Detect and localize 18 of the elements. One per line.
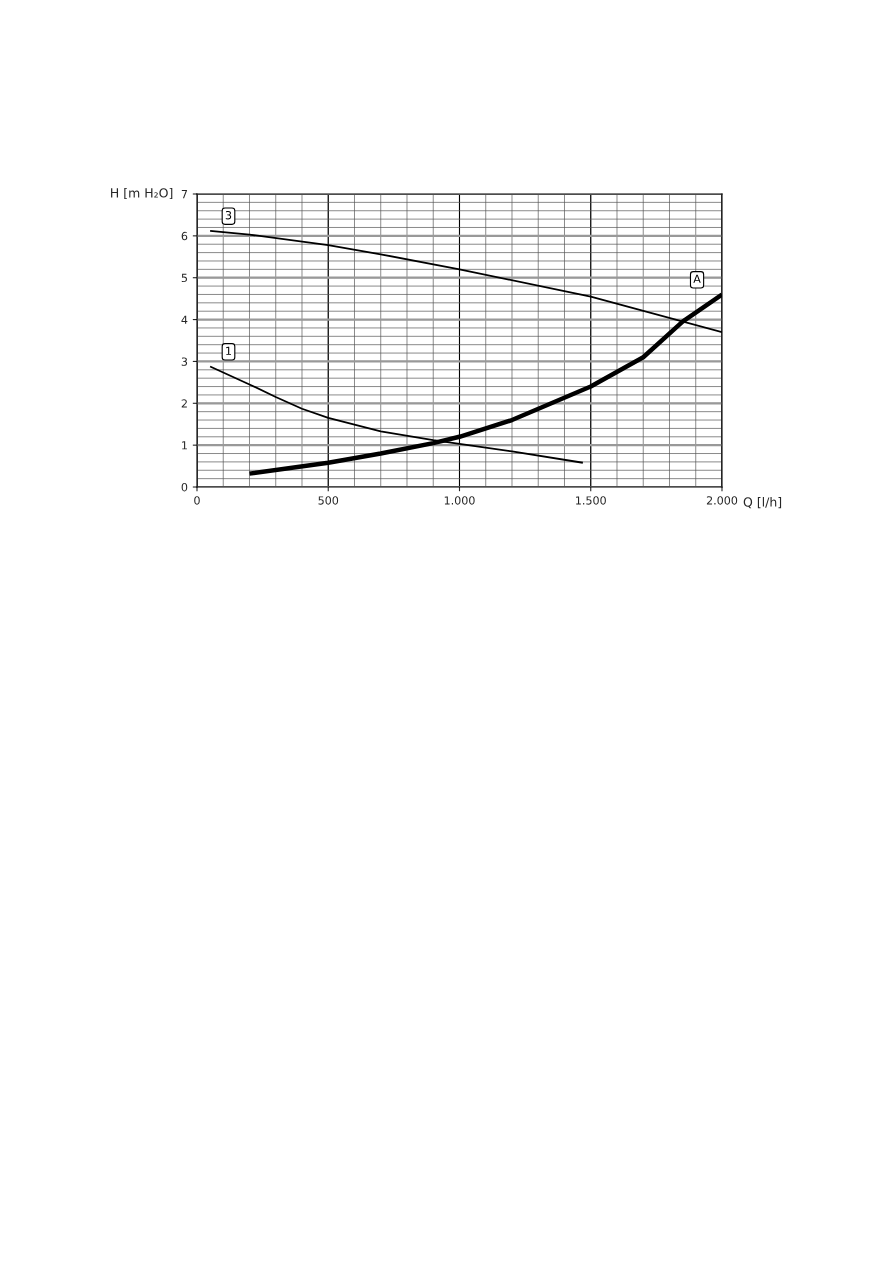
- x-tick-label: 1.000: [444, 496, 475, 505]
- y-tick-label: 7: [181, 190, 188, 199]
- y-tick-label: 3: [181, 357, 188, 366]
- y-tick-label: 5: [181, 273, 187, 283]
- y-tick-label: 0: [181, 482, 188, 492]
- y-tick-label: 4: [181, 315, 188, 324]
- y-tick-label: 6: [181, 231, 188, 241]
- x-axis-title: Q [l/h]: [743, 497, 782, 509]
- y-tick-label: 1: [182, 441, 187, 450]
- y-axis-title: H [m H₂O]: [111, 187, 173, 200]
- x-tick-label: 500: [318, 496, 339, 505]
- x-tick-label: 2.000: [706, 496, 738, 505]
- y-tick-label: 2: [181, 399, 187, 408]
- series-label: A: [693, 274, 701, 283]
- x-tick-label: 0: [194, 496, 200, 505]
- series-label: 1: [226, 346, 231, 355]
- series-label: 3: [225, 211, 232, 220]
- x-tick-label: 1.500: [576, 496, 606, 505]
